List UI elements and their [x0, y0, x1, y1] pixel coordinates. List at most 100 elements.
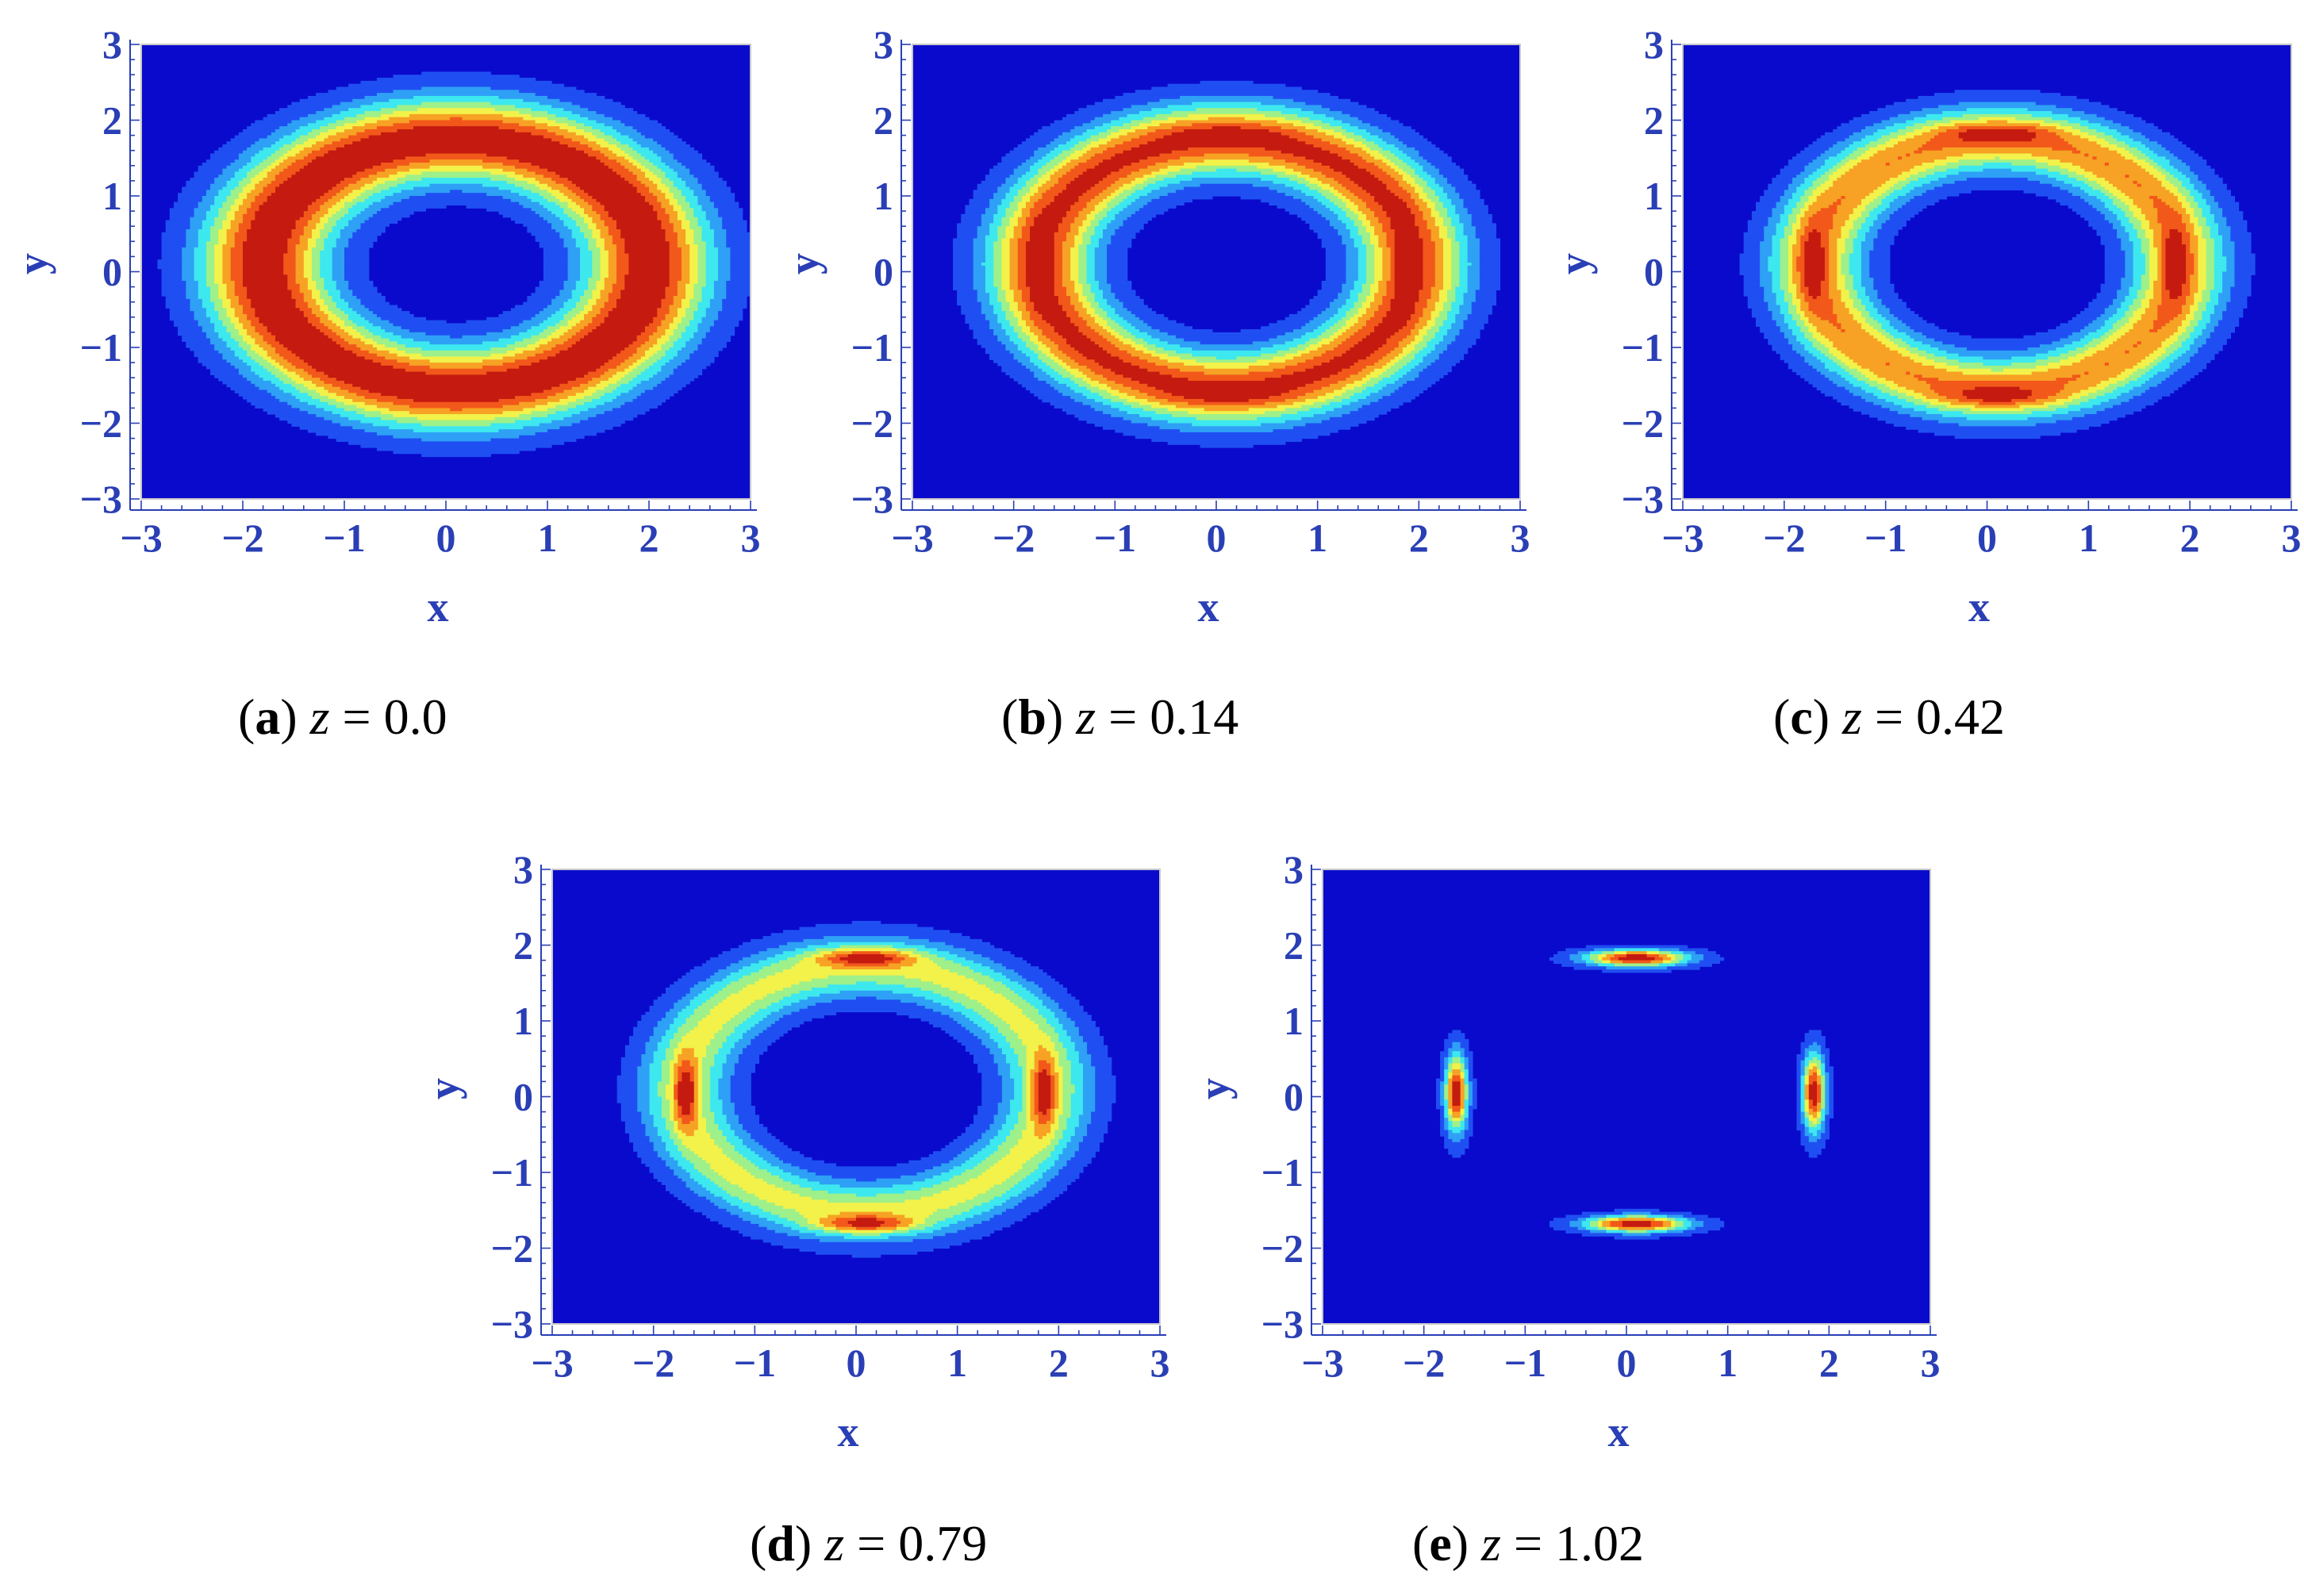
panel-b: −3 −2 −1 0 1 2 3 3 2 1 0 −1 −2 −3 x y (b) z = 0.14 [780, 22, 1530, 745]
panel-d: −3 −2 −1 0 1 2 3 3 2 1 0 −1 −2 −3 x y (d) z = 0.79 [420, 847, 1170, 1571]
y-tick-label: 3 [513, 847, 533, 892]
x-axis-label: x [1968, 583, 1990, 631]
y-tick-label: −2 [1622, 401, 1665, 446]
panel-c: −3 −2 −1 0 1 2 3 3 2 1 0 −1 −2 −3 x y (c) z = 0.42 [1550, 22, 2302, 745]
panel-caption-e: (e) z = 1.02 [1412, 1515, 1644, 1571]
y-tick-label: −1 [1622, 325, 1665, 370]
x-tick-label: 1 [2079, 516, 2099, 560]
y-tick-label: −3 [80, 477, 123, 521]
contour-field-d [616, 920, 1116, 1258]
y-tick-label: 0 [1284, 1075, 1304, 1119]
y-tick-label: −1 [851, 325, 894, 370]
y-tick-label: 0 [513, 1075, 533, 1119]
y-tick-label: −1 [491, 1150, 534, 1195]
y-tick-label: 0 [874, 250, 893, 294]
y-tick-label: 2 [513, 923, 533, 968]
y-axis-label: y [1190, 1078, 1238, 1099]
x-tick-label: 2 [1409, 516, 1429, 560]
y-tick-label: −1 [80, 325, 123, 370]
plot-frame-e [1322, 869, 1931, 1325]
x-tick-label: 3 [1921, 1341, 1941, 1385]
contour-field-e [1435, 945, 1834, 1240]
y-tick-label: −3 [851, 477, 894, 521]
x-tick-label: 3 [1150, 1341, 1170, 1385]
x-axis-label: x [428, 583, 449, 631]
x-tick-label: −1 [1504, 1341, 1547, 1385]
y-tick-label: 1 [874, 174, 893, 218]
plot-frame-d [551, 869, 1161, 1325]
x-tick-label: 3 [741, 516, 761, 560]
x-tick-label: −2 [632, 1341, 675, 1385]
x-tick-label: 0 [1207, 516, 1227, 560]
panel-e: −3 −2 −1 0 1 2 3 3 2 1 0 −1 −2 −3 x y (e) z = 1.02 [1190, 847, 1941, 1571]
plot-frame-c [1682, 44, 2292, 500]
y-axis-label: y [1550, 253, 1598, 274]
y-tick-label: −3 [1261, 1302, 1304, 1346]
x-tick-label: 1 [1718, 1341, 1738, 1385]
y-tick-label: 0 [102, 250, 122, 294]
y-tick-label: 1 [513, 999, 533, 1043]
x-tick-label: 1 [1308, 516, 1327, 560]
x-tick-label: 0 [1617, 1341, 1637, 1385]
y-tick-label: 3 [1644, 22, 1664, 67]
y-tick-label: 2 [1284, 923, 1304, 968]
panel-caption-c: (c) z = 0.42 [1773, 689, 2005, 745]
contour-field-a [157, 71, 751, 458]
x-axis-label: x [1198, 583, 1219, 631]
x-tick-label: −3 [1301, 1341, 1344, 1385]
y-tick-label: −2 [851, 401, 894, 446]
x-tick-label: −1 [1864, 516, 1907, 560]
panel-caption-d: (d) z = 0.79 [750, 1515, 987, 1571]
panel-a: −3 −2 −1 0 1 2 3 3 2 1 0 −1 −2 −3 x y (a) z = 0.0 [9, 22, 761, 745]
contour-field-b [953, 80, 1501, 448]
x-tick-label: −2 [993, 516, 1035, 560]
y-tick-label: −2 [80, 401, 123, 446]
x-tick-label: 3 [1511, 516, 1530, 560]
y-tick-label: −2 [491, 1226, 534, 1271]
y-tick-label: 2 [102, 98, 122, 143]
x-tick-label: −1 [1094, 516, 1137, 560]
x-tick-label: 1 [538, 516, 558, 560]
x-tick-label: −1 [323, 516, 366, 560]
y-tick-label: 3 [102, 22, 122, 67]
x-axis-label: x [838, 1408, 859, 1456]
x-tick-label: −1 [734, 1341, 777, 1385]
y-tick-label: −3 [1622, 477, 1665, 521]
y-tick-label: −2 [1261, 1226, 1304, 1271]
plot-frame-a [140, 44, 751, 500]
plot-area-e [1323, 869, 1930, 1324]
x-tick-label: −3 [1661, 516, 1704, 560]
x-tick-label: 2 [2180, 516, 2200, 560]
y-tick-label: −1 [1261, 1150, 1304, 1195]
x-tick-label: −3 [891, 516, 934, 560]
y-tick-label: 1 [1644, 174, 1664, 218]
x-tick-label: −3 [531, 1341, 574, 1385]
x-tick-label: 1 [947, 1341, 967, 1385]
x-tick-label: 0 [847, 1341, 866, 1385]
x-tick-label: 0 [1977, 516, 1997, 560]
x-tick-label: 2 [639, 516, 659, 560]
x-tick-label: −2 [1403, 1341, 1446, 1385]
panel-caption-a: (a) z = 0.0 [238, 689, 447, 745]
y-tick-label: 2 [874, 98, 893, 143]
y-tick-label: 0 [1644, 250, 1664, 294]
y-tick-label: 3 [1284, 847, 1304, 892]
y-axis-label: y [9, 253, 56, 274]
x-tick-label: −2 [1763, 516, 1806, 560]
x-tick-label: 2 [1049, 1341, 1069, 1385]
y-tick-label: 2 [1644, 98, 1664, 143]
contour-field-c [1739, 90, 2256, 439]
panel-caption-b: (b) z = 0.14 [1001, 689, 1238, 745]
x-tick-label: −3 [120, 516, 163, 560]
y-tick-label: 1 [1284, 999, 1304, 1043]
y-tick-label: −3 [491, 1302, 534, 1346]
y-tick-label: 3 [874, 22, 893, 67]
y-axis-label: y [420, 1078, 467, 1099]
plot-frame-b [912, 44, 1521, 500]
x-tick-label: 3 [2282, 516, 2302, 560]
x-tick-label: 2 [1819, 1341, 1839, 1385]
y-tick-label: 1 [102, 174, 122, 218]
y-axis-label: y [780, 253, 828, 274]
x-axis-label: x [1608, 1408, 1630, 1456]
